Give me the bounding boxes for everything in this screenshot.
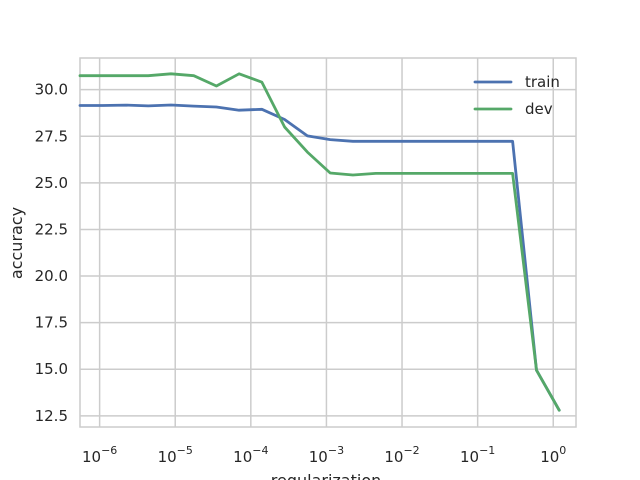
x-tick-base: 10 <box>540 448 559 466</box>
x-tick-base: 10 <box>158 448 177 466</box>
x-tick-exponent: 0 <box>559 444 566 457</box>
x-tick-exponent: −4 <box>252 444 268 457</box>
legend-label-train: train <box>525 73 560 91</box>
y-tick-label: 20.0 <box>35 267 68 285</box>
x-tick-base: 10 <box>82 448 101 466</box>
x-axis-label: regularization <box>271 471 382 480</box>
x-tick-exponent: −1 <box>479 444 495 457</box>
y-tick-label: 30.0 <box>35 81 68 99</box>
x-axis-ticks: 10−6 10−5 10−4 10−3 10−2 10−1 100 <box>82 444 566 466</box>
x-tick-exponent: −5 <box>177 444 193 457</box>
y-tick-label: 25.0 <box>35 174 68 192</box>
legend: train dev <box>473 73 560 118</box>
plot-frame <box>79 57 577 428</box>
x-tick-label: 10−3 <box>309 444 344 466</box>
x-tick-base: 10 <box>384 448 403 466</box>
series-dev-line <box>78 72 561 412</box>
y-tick-label: 22.5 <box>35 220 68 238</box>
series-layer <box>78 72 561 412</box>
y-tick-label: 17.5 <box>35 314 68 332</box>
x-tick-label: 10−6 <box>82 444 117 466</box>
x-tick-exponent: −6 <box>101 444 117 457</box>
x-tick-label: 10−5 <box>158 444 193 466</box>
series-train-line <box>78 103 561 412</box>
legend-label-dev: dev <box>525 100 553 118</box>
y-axis-ticks: 12.5 15.0 17.5 20.0 22.5 25.0 27.5 30.0 <box>35 81 68 425</box>
y-tick-label: 15.0 <box>35 360 68 378</box>
y-tick-label: 12.5 <box>35 407 68 425</box>
x-tick-base: 10 <box>309 448 328 466</box>
y-tick-label: 27.5 <box>35 127 68 145</box>
x-tick-exponent: −2 <box>403 444 419 457</box>
x-tick-exponent: −3 <box>328 444 344 457</box>
y-axis-label: accuracy <box>7 207 26 279</box>
x-tick-base: 10 <box>233 448 252 466</box>
x-tick-base: 10 <box>460 448 479 466</box>
x-tick-label: 10−1 <box>460 444 495 466</box>
x-tick-label: 10−4 <box>233 444 268 466</box>
grid <box>80 58 576 427</box>
x-tick-label: 100 <box>540 444 566 466</box>
x-tick-label: 10−2 <box>384 444 419 466</box>
